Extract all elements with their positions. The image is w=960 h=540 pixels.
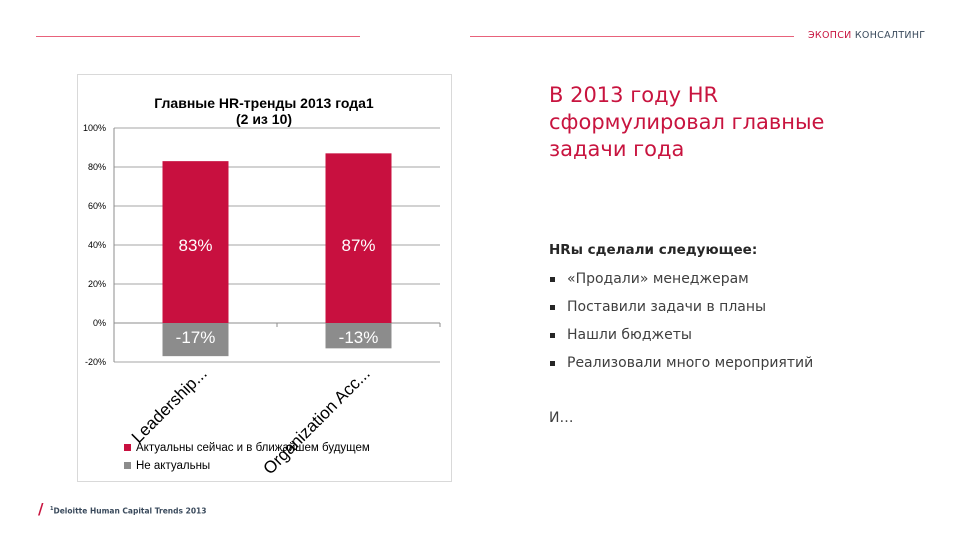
bar-not-actual [325, 323, 392, 349]
y-tick-label: 40% [88, 240, 106, 250]
brand-part-1: ЭКОПСИ [808, 30, 852, 41]
brand-logo: ЭКОПСИ КОНСАЛТИНГ [808, 30, 925, 41]
y-tick-label: -20% [85, 357, 106, 367]
data-label-actual: 87% [341, 236, 375, 255]
legend-swatch [124, 462, 131, 469]
bullet-list: «Продали» менеджерам Поставили задачи в … [549, 268, 813, 380]
y-tick-label: 0% [93, 318, 106, 328]
header-rule-left [36, 36, 360, 37]
chart-panel: Главные HR-тренды 2013 года1 (2 из 10) 100… [77, 74, 452, 482]
x-category-label: Leadership... [128, 364, 211, 447]
y-tick-label: 60% [88, 201, 106, 211]
bar-actual [162, 161, 229, 323]
legend-label: Не актуальны [136, 460, 210, 472]
footer-slash: / [38, 500, 44, 518]
y-tick-label: 100% [83, 123, 106, 133]
bullet-item: «Продали» менеджерам [549, 268, 813, 296]
data-label-actual: 83% [178, 236, 212, 255]
closing-text: И… [549, 410, 574, 426]
y-tick-label: 80% [88, 162, 106, 172]
data-label-not-actual: -17% [176, 328, 216, 347]
bar-not-actual [162, 323, 229, 357]
bar-actual [325, 153, 392, 323]
chart-title: Главные HR-тренды 2013 года1 [154, 95, 374, 111]
legend-label: Актуальны сейчас и в ближайшем будущем [136, 442, 370, 454]
source-footnote-mark: 1 [50, 506, 54, 512]
brand-part-2: КОНСАЛТИНГ [854, 30, 926, 41]
bullet-item: Нашли бюджеты [549, 324, 813, 352]
source-text: Deloitte Human Capital Trends 2013 [53, 506, 207, 516]
bullets-subhead: HRы сделали следующее: [549, 242, 758, 258]
bullet-item: Реализовали много мероприятий [549, 352, 813, 380]
x-category-label: Organization Acc... [259, 364, 373, 478]
data-label-not-actual: -13% [339, 328, 379, 347]
slide-heading: В 2013 году HR сформулировал главные зад… [549, 83, 825, 161]
chart-subtitle: (2 из 10) [236, 111, 292, 127]
source-note: 1Deloitte Human Capital Trends 2013 [50, 506, 206, 516]
header-rule-right [470, 36, 794, 37]
y-tick-label: 20% [88, 279, 106, 289]
bar-chart: Главные HR-тренды 2013 года1(2 из 10) 100… [83, 95, 441, 478]
legend-swatch [124, 444, 131, 451]
bullet-item: Поставили задачи в планы [549, 296, 813, 324]
